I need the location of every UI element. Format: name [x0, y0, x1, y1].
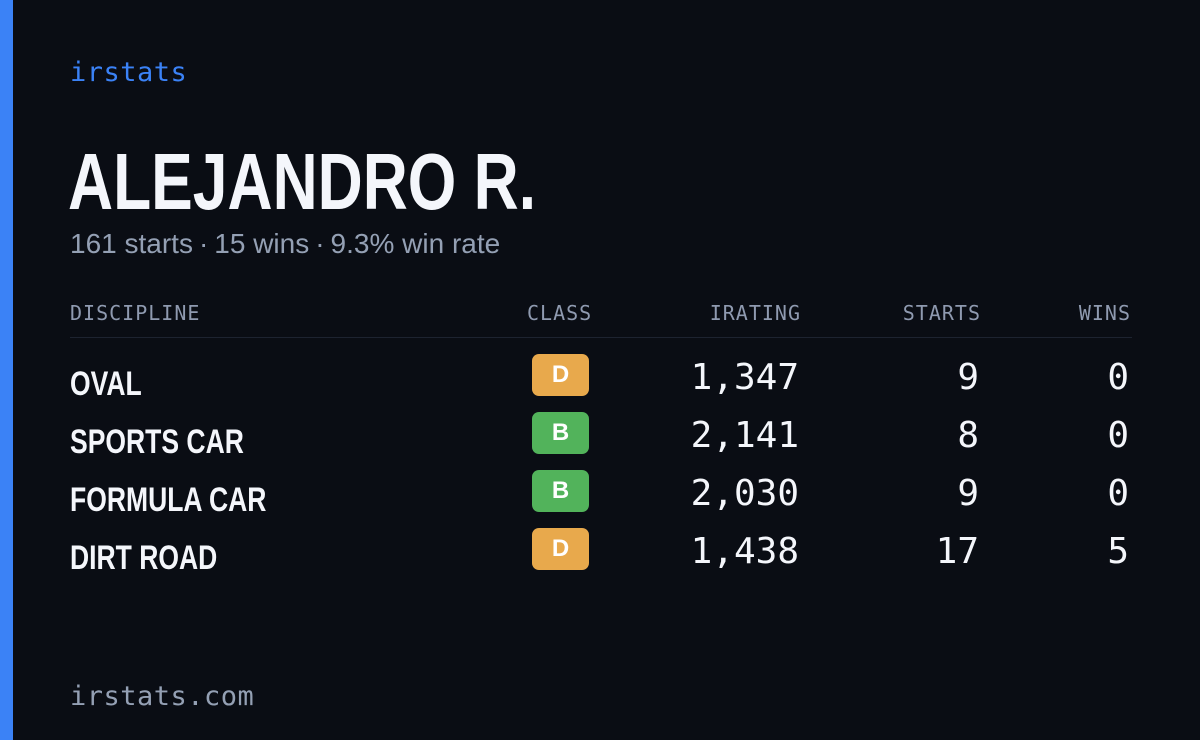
column-header-discipline: DISCIPLINE	[70, 301, 201, 325]
wins-value: 5	[1107, 531, 1129, 572]
starts-value: 9	[957, 473, 979, 514]
starts-value: 9	[957, 357, 979, 398]
separator: ·	[315, 228, 325, 259]
starts-value: 17	[935, 531, 979, 572]
table-row: SPORTS CAR B 2,141 8 0	[0, 412, 1200, 470]
driver-summary: 161 starts · 15 wins · 9.3% win rate	[70, 226, 500, 262]
wins-value: 0	[1107, 357, 1129, 398]
class-badge: B	[532, 470, 589, 512]
table-row: FORMULA CAR B 2,030 9 0	[0, 470, 1200, 528]
column-header-irating: IRATING	[709, 301, 801, 325]
header-divider	[70, 337, 1132, 338]
brand-logo-text: irstats	[70, 57, 188, 88]
table-row: DIRT ROAD D 1,438 17 5	[0, 528, 1200, 586]
wins-value: 0	[1107, 415, 1129, 456]
table-row: OVAL D 1,347 9 0	[0, 354, 1200, 412]
class-badge: D	[532, 354, 589, 396]
discipline-name: FORMULA CAR	[70, 481, 267, 519]
win-rate-summary: 9.3% win rate	[330, 228, 501, 259]
irating-value: 2,030	[690, 473, 799, 514]
separator: ·	[198, 228, 209, 259]
irating-value: 1,347	[690, 357, 799, 398]
footer-link[interactable]: irstats.com	[70, 681, 255, 712]
irating-value: 2,141	[690, 415, 799, 456]
wins-value: 0	[1107, 473, 1129, 514]
column-header-class: CLASS	[527, 301, 593, 325]
column-header-wins: WINS	[1078, 301, 1131, 325]
driver-name: ALEJANDRO R.	[68, 137, 537, 226]
accent-bar	[0, 0, 13, 740]
class-badge: B	[532, 412, 589, 454]
irating-value: 1,438	[690, 531, 799, 572]
starts-value: 8	[957, 415, 979, 456]
discipline-name: SPORTS CAR	[70, 423, 244, 461]
discipline-name: OVAL	[70, 365, 142, 403]
column-header-starts: STARTS	[902, 301, 981, 325]
wins-summary: 15 wins	[214, 228, 310, 259]
starts-summary: 161 starts	[70, 228, 193, 259]
class-badge: D	[532, 528, 589, 570]
discipline-name: DIRT ROAD	[70, 539, 218, 577]
